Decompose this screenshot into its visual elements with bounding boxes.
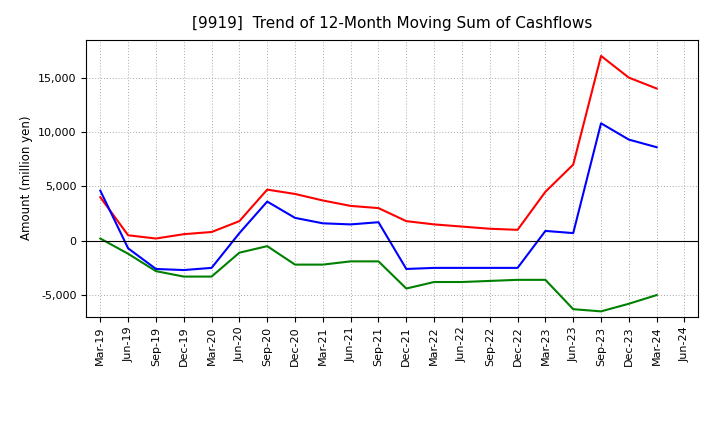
Operating Cashflow [597,53,606,59]
Operating Cashflow [291,191,300,197]
Y-axis label: Amount (million yen): Amount (million yen) [19,116,32,240]
Investing Cashflow [318,262,327,267]
Free Cashflow [430,265,438,271]
Operating Cashflow [374,205,383,211]
Operating Cashflow [402,219,410,224]
Investing Cashflow [652,293,661,298]
Investing Cashflow [624,301,633,306]
Investing Cashflow [569,307,577,312]
Investing Cashflow [346,259,355,264]
Investing Cashflow [291,262,300,267]
Operating Cashflow [152,236,161,241]
Title: [9919]  Trend of 12-Month Moving Sum of Cashflows: [9919] Trend of 12-Month Moving Sum of C… [192,16,593,32]
Operating Cashflow [207,229,216,235]
Free Cashflow [652,145,661,150]
Investing Cashflow [374,259,383,264]
Free Cashflow [346,222,355,227]
Free Cashflow [263,199,271,204]
Investing Cashflow [430,279,438,285]
Operating Cashflow [458,224,467,229]
Investing Cashflow [152,268,161,274]
Line: Free Cashflow: Free Cashflow [100,123,657,270]
Investing Cashflow [235,250,243,255]
Free Cashflow [374,220,383,225]
Investing Cashflow [263,243,271,249]
Free Cashflow [207,265,216,271]
Investing Cashflow [513,277,522,282]
Operating Cashflow [485,226,494,231]
Free Cashflow [179,268,188,273]
Free Cashflow [485,265,494,271]
Free Cashflow [124,246,132,251]
Operating Cashflow [346,203,355,209]
Free Cashflow [318,221,327,226]
Line: Investing Cashflow: Investing Cashflow [100,238,657,312]
Free Cashflow [569,231,577,236]
Investing Cashflow [402,286,410,291]
Investing Cashflow [485,278,494,283]
Free Cashflow [152,266,161,271]
Operating Cashflow [124,233,132,238]
Investing Cashflow [458,279,467,285]
Operating Cashflow [652,86,661,91]
Investing Cashflow [597,309,606,314]
Free Cashflow [96,188,104,193]
Investing Cashflow [541,277,550,282]
Free Cashflow [513,265,522,271]
Free Cashflow [541,228,550,234]
Operating Cashflow [569,162,577,167]
Free Cashflow [291,215,300,220]
Free Cashflow [235,231,243,236]
Operating Cashflow [624,75,633,80]
Operating Cashflow [513,227,522,232]
Free Cashflow [402,266,410,271]
Free Cashflow [458,265,467,271]
Line: Operating Cashflow: Operating Cashflow [100,56,657,238]
Operating Cashflow [179,231,188,237]
Operating Cashflow [263,187,271,192]
Operating Cashflow [430,222,438,227]
Free Cashflow [624,137,633,142]
Operating Cashflow [541,189,550,194]
Investing Cashflow [96,236,104,241]
Investing Cashflow [124,251,132,257]
Operating Cashflow [96,194,104,200]
Investing Cashflow [179,274,188,279]
Operating Cashflow [235,219,243,224]
Investing Cashflow [207,274,216,279]
Free Cashflow [597,121,606,126]
Operating Cashflow [318,198,327,203]
